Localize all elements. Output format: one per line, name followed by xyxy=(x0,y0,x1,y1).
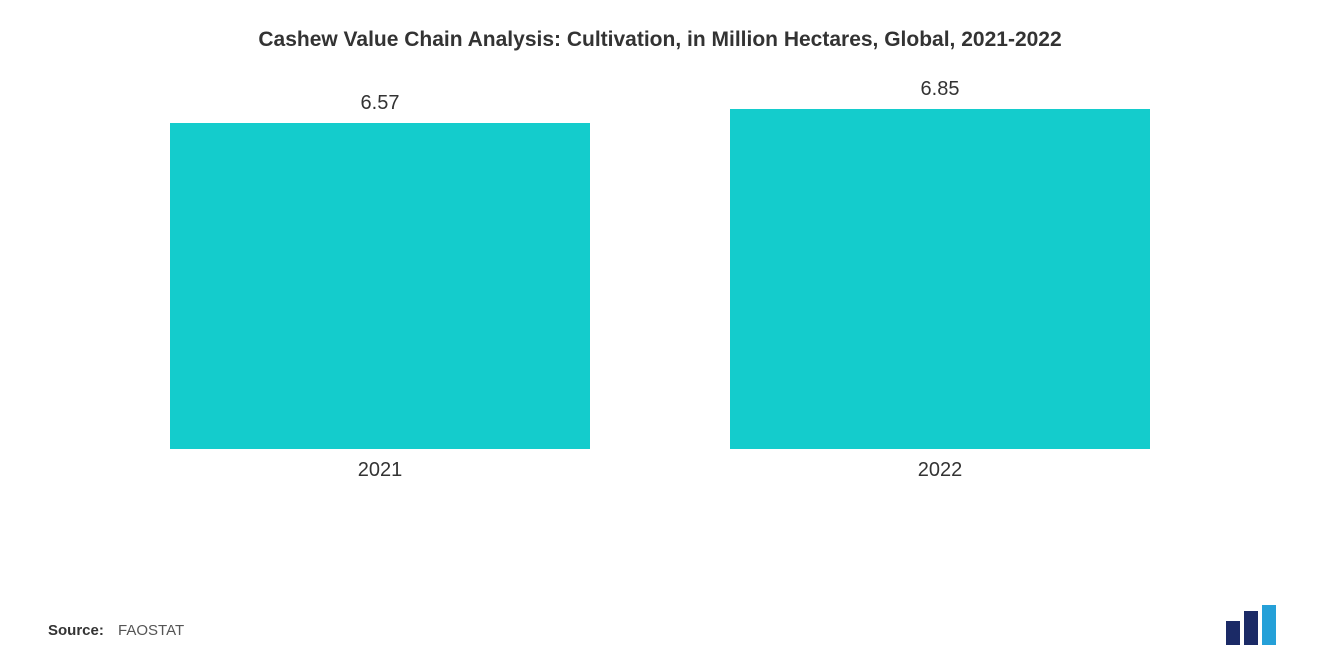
brand-logo xyxy=(1224,605,1280,645)
bar-category-label: 2022 xyxy=(918,459,963,482)
bar-value-label: 6.57 xyxy=(361,92,400,115)
bars-row: 6.5720216.852022 xyxy=(48,82,1272,482)
chart-container: Cashew Value Chain Analysis: Cultivation… xyxy=(0,0,1320,665)
source-footer: Source: FAOSTAT xyxy=(48,622,184,639)
bar xyxy=(730,109,1150,449)
bar xyxy=(170,123,590,449)
chart-plot-area: 6.5720216.852022 xyxy=(48,82,1272,542)
logo-icon xyxy=(1224,605,1280,645)
bar-group: 6.57 2021 xyxy=(170,92,590,482)
source-label: Source: xyxy=(48,622,104,639)
bar-group: 6.85 2022 xyxy=(730,78,1150,482)
source-value: FAOSTAT xyxy=(118,622,184,639)
chart-title: Cashew Value Chain Analysis: Cultivation… xyxy=(48,28,1272,52)
bar-category-label: 2021 xyxy=(358,459,403,482)
bar-value-label: 6.85 xyxy=(921,78,960,101)
